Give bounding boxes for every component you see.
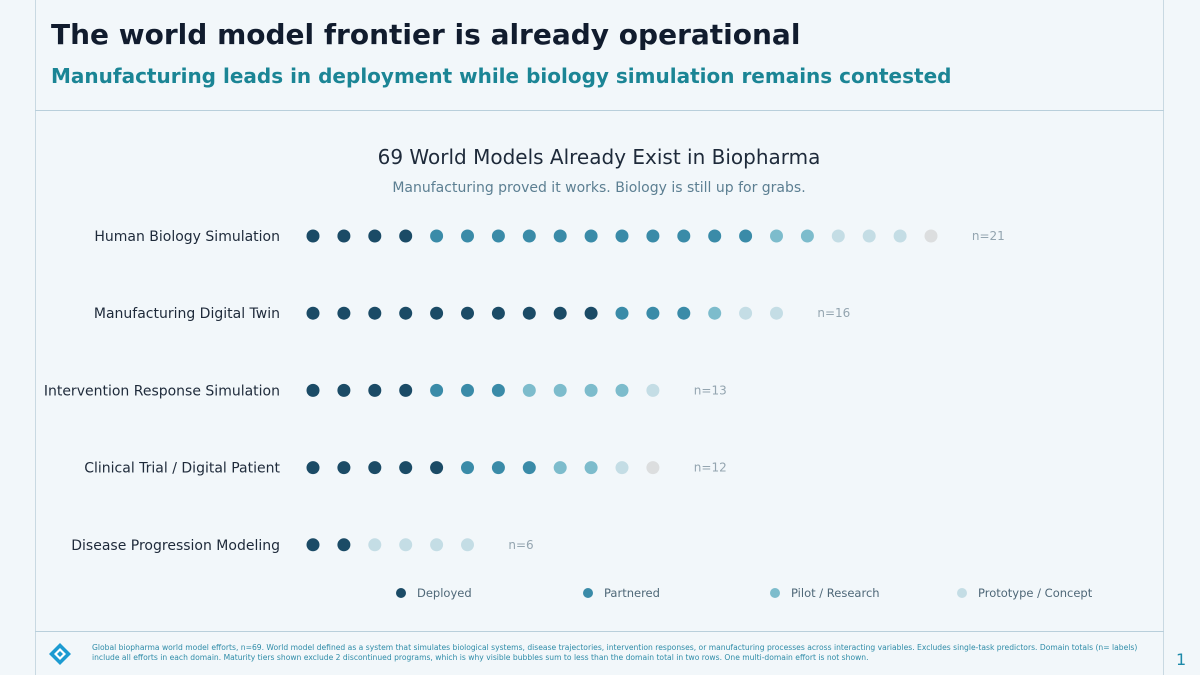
slide-subtitle: Manufacturing leads in deployment while …	[51, 64, 952, 88]
chart-legend: Deployed Partnered Pilot / Research Prototy…	[396, 586, 1093, 600]
page-number: 1	[1176, 650, 1187, 669]
dot-deployed	[491, 306, 505, 320]
dot-deployed	[337, 229, 351, 243]
dot-pilot-research	[770, 229, 783, 243]
dot-pilot-research	[522, 383, 536, 397]
footnote: Global biopharma world model efforts, n=…	[92, 643, 1138, 662]
dot-prototype-concept	[399, 538, 413, 552]
dot-partnered	[491, 229, 505, 243]
legend-label: Pilot / Research	[791, 586, 880, 600]
dot-prototype-concept	[862, 229, 876, 243]
diamond-logo-icon	[49, 643, 71, 665]
dot-deployed	[399, 229, 413, 243]
dot-pilot-research	[553, 461, 567, 475]
dot-prototype-concept	[430, 538, 444, 552]
chart-rows: Human Biology Simulation n=21 Manufacturin…	[44, 229, 1005, 554]
dot-deployed	[368, 461, 382, 475]
dot-partnered	[461, 229, 474, 243]
dot-pilot-research	[584, 461, 598, 475]
row-total-label: n=21	[972, 229, 1005, 243]
dot-partnered	[491, 461, 505, 475]
dot-partnered	[553, 229, 567, 243]
dot-deployed	[461, 306, 474, 320]
dot-pilot-research	[553, 383, 567, 397]
dot-partnered	[677, 229, 691, 243]
dot-deployed	[368, 383, 382, 397]
dot-deployed	[399, 461, 413, 475]
row-total-label: n=6	[508, 538, 533, 552]
dot-deployed	[553, 306, 567, 320]
row-total-label: n=12	[694, 461, 727, 475]
dot-partnered	[584, 229, 598, 243]
legend-label: Prototype / Concept	[978, 586, 1093, 600]
dot-discontinued	[924, 229, 938, 243]
dot-partnered	[615, 229, 629, 243]
dot-deployed	[306, 383, 320, 397]
dot-deployed	[399, 306, 413, 320]
dot-deployed	[584, 306, 598, 320]
row-label: Clinical Trial / Digital Patient	[84, 461, 280, 477]
dot-prototype-concept	[368, 538, 382, 552]
dot-partnered	[646, 306, 660, 320]
dot-deployed	[337, 306, 351, 320]
dot-prototype-concept	[646, 383, 660, 397]
dot-partnered	[522, 229, 536, 243]
dot-partnered	[646, 229, 660, 243]
dot-deployed	[306, 538, 320, 552]
chart-subtitle: Manufacturing proved it works. Biology i…	[392, 180, 805, 196]
dot-deployed	[306, 306, 320, 320]
slide-frame	[35, 0, 1164, 675]
dot-discontinued	[646, 461, 660, 475]
dot-partnered	[677, 306, 691, 320]
dot-partnered	[491, 383, 505, 397]
dot-partnered	[615, 306, 629, 320]
header-divider	[35, 110, 1164, 111]
dot-deployed	[522, 306, 536, 320]
dot-partnered	[430, 383, 444, 397]
footer-divider	[35, 631, 1164, 632]
dot-deployed	[337, 538, 351, 552]
dot-pilot-research	[615, 383, 629, 397]
dot-partnered	[708, 229, 722, 243]
dot-prototype-concept	[739, 306, 753, 320]
dot-deployed	[399, 383, 413, 397]
dot-prototype-concept	[770, 306, 783, 320]
dot-prototype-concept	[831, 229, 845, 243]
slide-title: The world model frontier is already oper…	[51, 18, 801, 51]
row-total-label: n=13	[694, 383, 727, 397]
dot-pilot-research	[800, 229, 814, 243]
dot-pilot-research	[708, 306, 722, 320]
dot-prototype-concept	[461, 538, 474, 552]
legend-label: Partnered	[604, 586, 660, 600]
row-total-label: n=16	[817, 306, 850, 320]
legend-marker	[957, 588, 967, 598]
row-label: Human Biology Simulation	[94, 229, 280, 245]
chart-title: 69 World Models Already Exist in Biophar…	[378, 145, 821, 169]
dot-deployed	[337, 461, 351, 475]
dot-deployed	[368, 229, 382, 243]
legend-marker	[583, 588, 593, 598]
dot-pilot-research	[584, 383, 598, 397]
dot-deployed	[306, 229, 320, 243]
dot-deployed	[368, 306, 382, 320]
dot-deployed	[306, 461, 320, 475]
row-label: Manufacturing Digital Twin	[94, 306, 280, 322]
dot-prototype-concept	[615, 461, 629, 475]
dot-deployed	[430, 306, 444, 320]
row-label: Disease Progression Modeling	[71, 538, 280, 554]
dot-partnered	[739, 229, 753, 243]
dot-partnered	[461, 383, 474, 397]
row-label: Intervention Response Simulation	[44, 383, 280, 399]
dot-deployed	[337, 383, 351, 397]
dot-deployed	[430, 461, 444, 475]
dot-partnered	[430, 229, 444, 243]
dot-partnered	[522, 461, 536, 475]
dot-prototype-concept	[893, 229, 907, 243]
legend-marker	[396, 588, 406, 598]
legend-label: Deployed	[417, 586, 472, 600]
dot-partnered	[461, 461, 474, 475]
legend-marker	[770, 588, 780, 598]
